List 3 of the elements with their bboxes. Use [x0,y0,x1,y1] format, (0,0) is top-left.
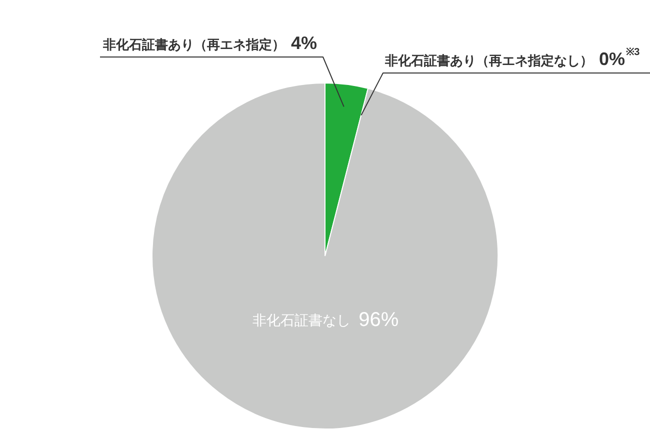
slice-label: 非化石証書あり（再エネ指定） [102,37,285,52]
data-label: 4% [291,33,318,53]
category-label: 非化石証書あり（再エネ指定なし） [385,53,593,68]
